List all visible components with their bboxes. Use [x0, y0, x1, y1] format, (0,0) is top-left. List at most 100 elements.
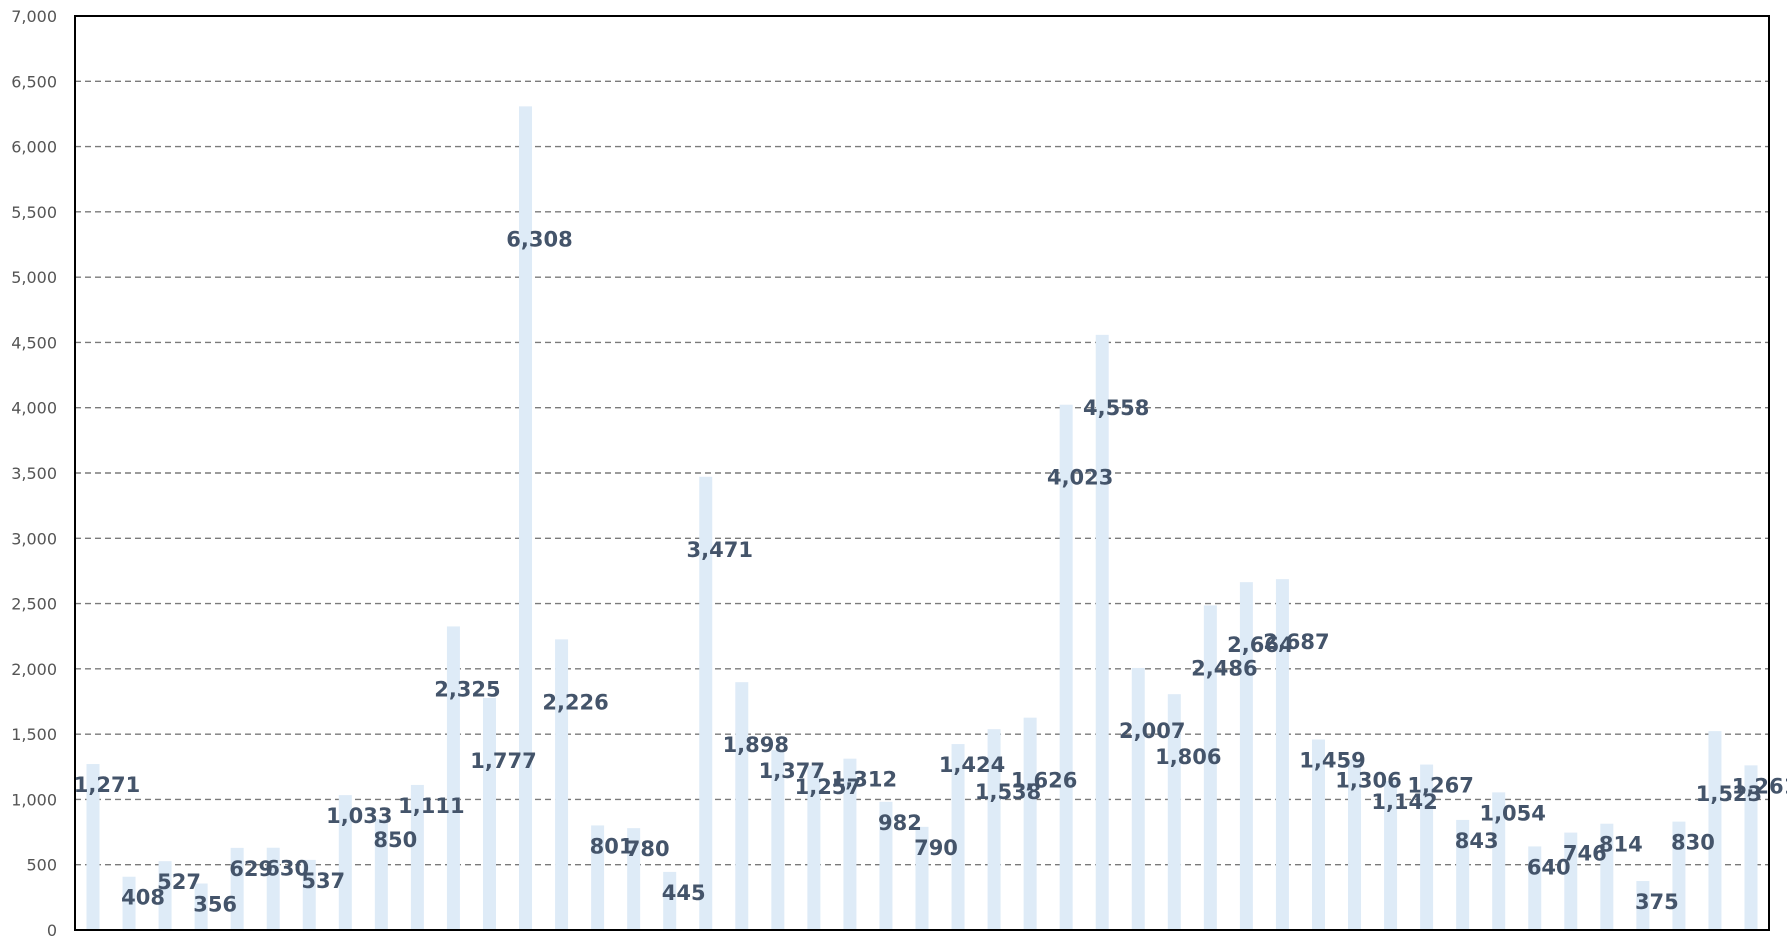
y-tick-label: 1,500 [11, 725, 57, 744]
bar [519, 106, 533, 931]
data-label: 2,687 [1263, 630, 1329, 654]
bar [1456, 819, 1470, 930]
data-label: 1,111 [398, 794, 464, 818]
plot-frame [74, 15, 1770, 931]
data-label: 746 [1563, 842, 1607, 866]
bar [230, 847, 244, 930]
data-label: 2,007 [1119, 719, 1185, 743]
data-label: 6,308 [506, 227, 572, 251]
bar [158, 861, 172, 930]
data-label: 1,142 [1371, 790, 1437, 814]
bar [879, 801, 893, 930]
bar [1348, 759, 1362, 930]
bar [1131, 667, 1145, 930]
data-label: 408 [121, 886, 165, 910]
data-label: 3,471 [687, 538, 753, 562]
data-label: 356 [193, 893, 237, 917]
y-tick-label: 4,500 [11, 333, 57, 352]
bar [1708, 731, 1722, 930]
bar [1564, 832, 1578, 930]
bar [915, 826, 929, 930]
data-label: 4,558 [1083, 396, 1149, 420]
data-label: 801 [590, 834, 634, 858]
y-tick-label: 6,000 [11, 138, 57, 157]
data-label: 2,325 [434, 677, 500, 701]
data-label: 1,377 [759, 759, 825, 783]
data-label: 1,626 [1011, 769, 1077, 793]
bar [1239, 582, 1253, 930]
bar [1492, 792, 1506, 930]
bar [1420, 764, 1434, 930]
bar [1167, 694, 1181, 930]
bar [1600, 823, 1614, 930]
y-tick-label: 5,000 [11, 268, 57, 287]
data-label: 1,261 [1732, 774, 1787, 798]
data-label: 1,312 [831, 768, 897, 792]
bar [807, 765, 821, 930]
data-label: 527 [157, 870, 201, 894]
y-tick-label: 3,500 [11, 464, 57, 483]
data-label: 1,271 [74, 773, 140, 797]
bar [663, 871, 677, 930]
y-tick-label: 4,000 [11, 399, 57, 418]
y-tick-label: 1,000 [11, 790, 57, 809]
bar [1636, 881, 1650, 930]
data-label: 1,257 [795, 775, 861, 799]
data-label: 375 [1635, 890, 1679, 914]
gridlines [75, 80, 1769, 866]
data-label: 850 [373, 828, 417, 852]
data-label: 445 [662, 881, 706, 905]
data-label: 640 [1527, 855, 1571, 879]
data-label: 630 [265, 857, 309, 881]
bar [627, 828, 641, 930]
bar [1528, 846, 1542, 930]
y-tick-label: 500 [26, 856, 57, 875]
data-label: 1,459 [1299, 748, 1365, 772]
bar [843, 758, 857, 930]
y-tick-label: 2,500 [11, 595, 57, 614]
bar [1203, 605, 1217, 930]
bar [1672, 821, 1686, 930]
bar [410, 784, 424, 930]
bar [591, 825, 605, 930]
data-label: 1,898 [723, 733, 789, 757]
data-label: 1,538 [975, 780, 1041, 804]
bar [555, 639, 569, 930]
bar [122, 876, 136, 930]
bar [987, 729, 1001, 930]
y-tick-label: 0 [47, 921, 57, 937]
y-axis-ticks: 0 500 1,000 1,500 2,000 2,500 3,000 3,500 4,000 4… [11, 7, 57, 937]
bar [1384, 780, 1398, 930]
y-tick-label: 6,500 [11, 72, 57, 91]
data-label: 1,306 [1335, 768, 1401, 792]
bar [1095, 334, 1109, 930]
data-label: 1,054 [1479, 801, 1545, 825]
data-label: 1,806 [1155, 745, 1221, 769]
data-label: 2,664 [1227, 633, 1293, 657]
bar [194, 883, 208, 930]
bar [338, 795, 352, 930]
bar [951, 744, 965, 930]
data-label: 843 [1455, 829, 1499, 853]
data-label: 790 [914, 836, 958, 860]
data-label: 780 [626, 837, 670, 861]
bar [735, 682, 749, 930]
bar [699, 476, 713, 930]
bar [1023, 717, 1037, 930]
y-tick-label: 2,000 [11, 660, 57, 679]
data-label: 830 [1671, 831, 1715, 855]
bar [302, 859, 316, 930]
bar [771, 750, 785, 930]
bar [266, 847, 280, 930]
y-tick-label: 7,000 [11, 7, 57, 26]
data-label: 1,523 [1696, 782, 1762, 806]
bar [1275, 579, 1289, 930]
bar [482, 697, 496, 930]
data-label: 2,226 [542, 690, 608, 714]
data-label: 2,486 [1191, 656, 1257, 680]
data-label: 1,033 [326, 804, 392, 828]
bar [1059, 404, 1073, 930]
data-label: 1,777 [470, 749, 536, 773]
